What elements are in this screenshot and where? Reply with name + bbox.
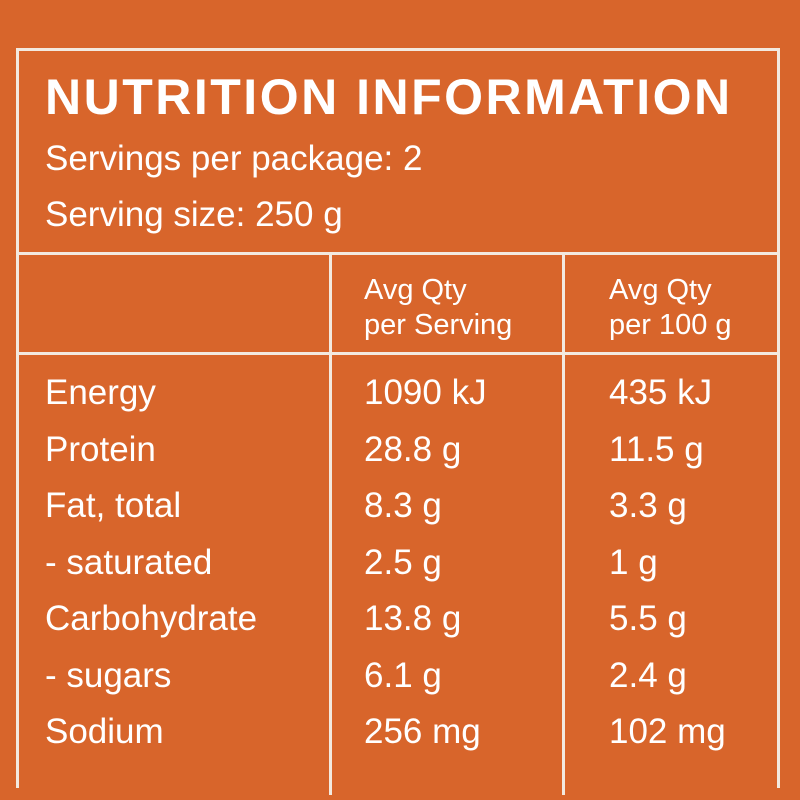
- nutrient-per-serving: 256 mg: [364, 712, 481, 751]
- nutrient-row-fat-total: Fat, total 8.3 g 3.3 g: [19, 486, 777, 543]
- nutrient-per-serving: 6.1 g: [364, 655, 442, 695]
- nutrient-per-100g: 102 mg: [609, 712, 726, 751]
- nutrient-label: Protein: [45, 429, 156, 469]
- nutrient-per-serving: 1090 kJ: [364, 373, 487, 412]
- nutrient-label: - saturated: [45, 542, 213, 582]
- nutrient-row-protein: Protein 28.8 g 11.5 g: [19, 430, 777, 487]
- divider-column-headers: [19, 352, 777, 355]
- nutrient-per-100g: 11.5 g: [609, 429, 704, 469]
- column-header-per-100g: Avg Qty per 100 g: [609, 273, 732, 343]
- nutrient-per-100g: 5.5 g: [609, 599, 687, 638]
- nutrient-row-carbohydrate: Carbohydrate 13.8 g 5.5 g: [19, 599, 777, 656]
- nutrient-per-serving: 8.3 g: [364, 486, 442, 525]
- nutrient-row-sugars: - sugars 6.1 g 2.4 g: [19, 656, 777, 713]
- column-divider-2: [562, 255, 565, 795]
- nutrient-row-energy: Energy 1090 kJ 435 kJ: [19, 373, 777, 430]
- column-header-per-100g-line2: per 100 g: [609, 309, 732, 341]
- nutrient-per-100g: 435 kJ: [609, 373, 713, 412]
- nutrient-table: Energy 1090 kJ 435 kJ Protein 28.8 g 11.…: [19, 373, 777, 769]
- nutrient-per-serving: 28.8 g: [364, 429, 462, 469]
- nutrient-per-serving: 2.5 g: [364, 542, 442, 582]
- column-header-per-100g-line1: Avg Qty: [609, 274, 712, 306]
- nutrient-per-100g: 1 g: [609, 542, 658, 582]
- column-divider-1: [329, 255, 332, 795]
- nutrient-per-100g: 3.3 g: [609, 486, 687, 525]
- servings-per-package: Servings per package: 2: [45, 139, 423, 178]
- nutrient-label: Carbohydrate: [45, 599, 258, 638]
- nutrition-panel: NUTRITION INFORMATION Servings per packa…: [16, 48, 780, 795]
- nutrient-label: Sodium: [45, 712, 164, 751]
- nutrient-label: Fat, total: [45, 486, 182, 525]
- nutrient-row-saturated: - saturated 2.5 g 1 g: [19, 543, 777, 600]
- nutrient-label: - sugars: [45, 655, 172, 695]
- column-header-per-serving-line1: Avg Qty: [364, 274, 467, 306]
- serving-size: Serving size: 250 g: [45, 195, 343, 234]
- column-header-per-serving-line2: per Serving: [364, 309, 513, 341]
- nutrient-label: Energy: [45, 373, 156, 412]
- nutrient-per-serving: 13.8 g: [364, 599, 462, 638]
- column-header-per-serving: Avg Qty per Serving: [364, 273, 512, 343]
- panel-title: NUTRITION INFORMATION: [45, 69, 733, 125]
- nutrient-row-sodium: Sodium 256 mg 102 mg: [19, 712, 777, 769]
- divider-header: [19, 252, 777, 255]
- nutrient-per-100g: 2.4 g: [609, 655, 687, 695]
- nutrition-header: NUTRITION INFORMATION Servings per packa…: [19, 51, 777, 253]
